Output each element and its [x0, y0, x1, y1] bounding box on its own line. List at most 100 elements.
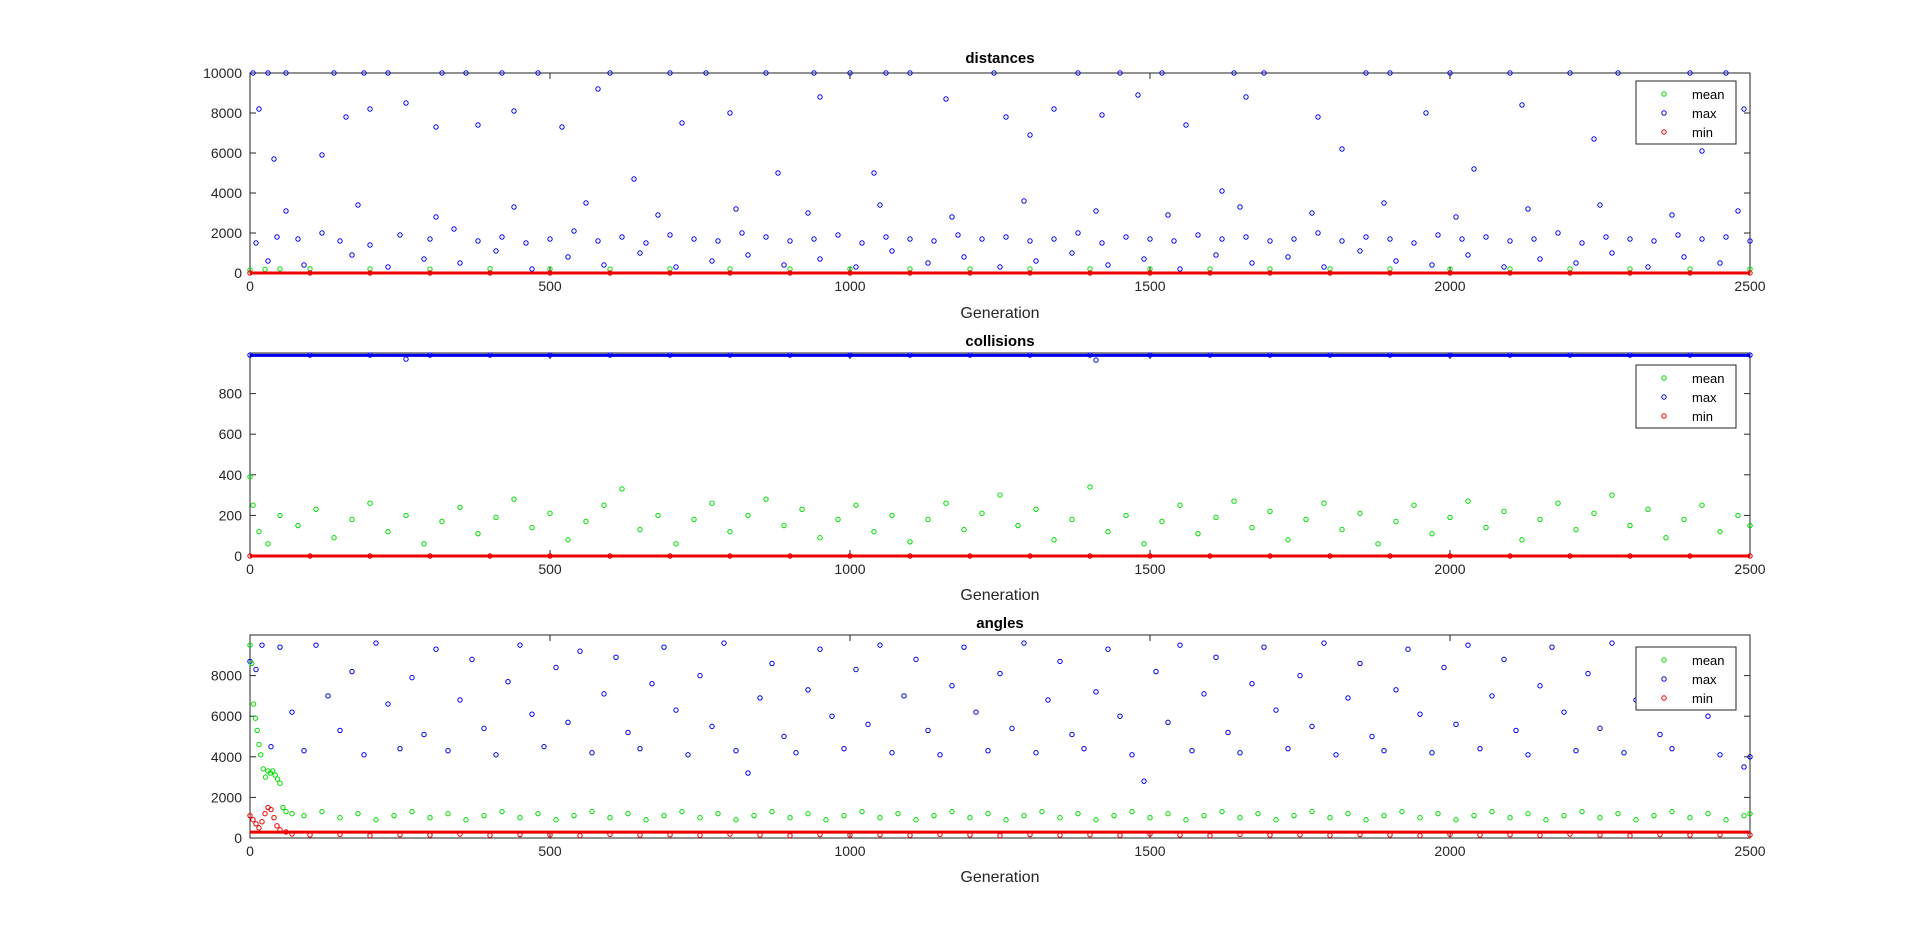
data-point-min: [250, 817, 256, 823]
y-tick-label: 6000: [211, 145, 242, 161]
data-point-max: [1237, 204, 1243, 210]
data-point-max: [349, 668, 355, 675]
x-tick-label: 2000: [1434, 278, 1465, 294]
data-point-mean: [1591, 510, 1597, 517]
data-point-mean: [1747, 810, 1753, 817]
data-point-max: [1117, 70, 1123, 76]
data-point-mean: [529, 524, 535, 531]
data-point-mean: [265, 541, 271, 547]
data-point-max: [733, 206, 739, 212]
data-point-max: [931, 238, 937, 244]
data-point-max: [1429, 262, 1435, 268]
data-point-max: [1141, 778, 1147, 784]
data-point-max: [475, 238, 481, 244]
data-point-mean: [1579, 808, 1585, 815]
x-tick-label: 1500: [1134, 561, 1165, 577]
data-point-max: [1513, 727, 1519, 734]
data-point-max: [745, 252, 751, 258]
x-tick-label: 2500: [1734, 278, 1765, 294]
data-point-mean: [349, 516, 355, 523]
data-point-max: [625, 729, 631, 736]
data-point-mean: [254, 727, 260, 734]
panel-title: angles: [976, 615, 1024, 632]
data-point-max: [1009, 725, 1015, 732]
legend-label-max: max: [1692, 106, 1717, 121]
data-point-max: [337, 727, 343, 734]
data-point-mean: [1255, 810, 1261, 817]
data-point-max: [1285, 745, 1291, 752]
data-point-max: [1381, 200, 1387, 206]
data-point-mean: [1087, 484, 1093, 490]
data-point-max: [1609, 640, 1615, 646]
data-point-max: [1183, 122, 1189, 128]
legend: mean max min: [1635, 646, 1737, 711]
data-point-max: [421, 256, 427, 262]
data-point-max: [1309, 210, 1315, 216]
data-point-max: [1321, 640, 1327, 646]
x-tick-label: 2500: [1734, 561, 1765, 577]
data-point-max: [274, 234, 280, 240]
y-tick-label: 0: [234, 830, 242, 846]
data-point-max: [1333, 752, 1339, 758]
data-point-mean: [571, 812, 577, 819]
data-point-max: [361, 752, 367, 758]
data-point-max: [613, 654, 619, 661]
data-point-max: [271, 156, 277, 162]
data-point-mean: [781, 522, 787, 529]
data-point-mean: [853, 502, 859, 508]
data-point-max: [1387, 236, 1393, 242]
data-point-mean: [249, 660, 255, 667]
data-point-max: [1141, 256, 1147, 262]
data-point-mean: [1681, 516, 1687, 523]
data-point-mean: [1633, 817, 1639, 823]
data-point-mean: [289, 810, 295, 817]
data-point-max: [1033, 258, 1039, 264]
x-tick-label: 2000: [1434, 843, 1465, 859]
data-point-mean: [260, 766, 266, 772]
data-point-max: [259, 642, 265, 648]
data-point-mean: [889, 512, 895, 519]
data-point-max: [1483, 234, 1489, 240]
data-point-max: [775, 170, 781, 176]
data-point-max: [1105, 646, 1111, 652]
data-point-max: [763, 234, 769, 240]
data-point-max: [997, 264, 1003, 270]
plot-area: 0 500 1000 1500 2000 2500 0 2000 4000 6000 8000: [211, 634, 1766, 859]
data-point-max: [835, 232, 841, 238]
x-tick-label: 1500: [1134, 843, 1165, 859]
data-point-max: [1507, 70, 1513, 76]
panel-title: distances: [965, 50, 1034, 67]
data-point-max: [793, 750, 799, 756]
data-point-max: [1081, 745, 1087, 752]
data-point-max: [877, 642, 883, 648]
data-point-mean: [427, 815, 433, 821]
data-point-mean: [280, 804, 286, 811]
data-point-mean: [895, 810, 901, 817]
data-point-max: [889, 750, 895, 756]
data-point-min: [268, 806, 274, 813]
data-point-mean: [601, 502, 607, 508]
data-point-max: [1717, 752, 1723, 758]
data-point-max: [1423, 110, 1429, 116]
data-point-mean: [1141, 541, 1147, 547]
data-point-max: [595, 86, 601, 92]
legend-label-max: max: [1692, 672, 1717, 687]
data-point-max: [1471, 166, 1477, 172]
data-point-mean: [1699, 502, 1705, 508]
data-point-max: [973, 709, 979, 715]
data-point-mean: [373, 817, 379, 823]
data-point-max: [883, 70, 889, 76]
data-point-mean: [1183, 817, 1189, 823]
data-point-max: [1237, 750, 1243, 756]
data-point-max: [781, 262, 787, 268]
data-point-max: [433, 646, 439, 652]
data-point-max: [1531, 236, 1537, 242]
data-point-max: [1735, 208, 1741, 214]
data-point-mean: [1645, 506, 1651, 513]
data-point-max: [397, 745, 403, 752]
legend-box: [1635, 364, 1737, 429]
legend-label-min: min: [1692, 409, 1713, 424]
data-point-mean: [1597, 815, 1603, 821]
data-point-max: [1591, 136, 1597, 142]
